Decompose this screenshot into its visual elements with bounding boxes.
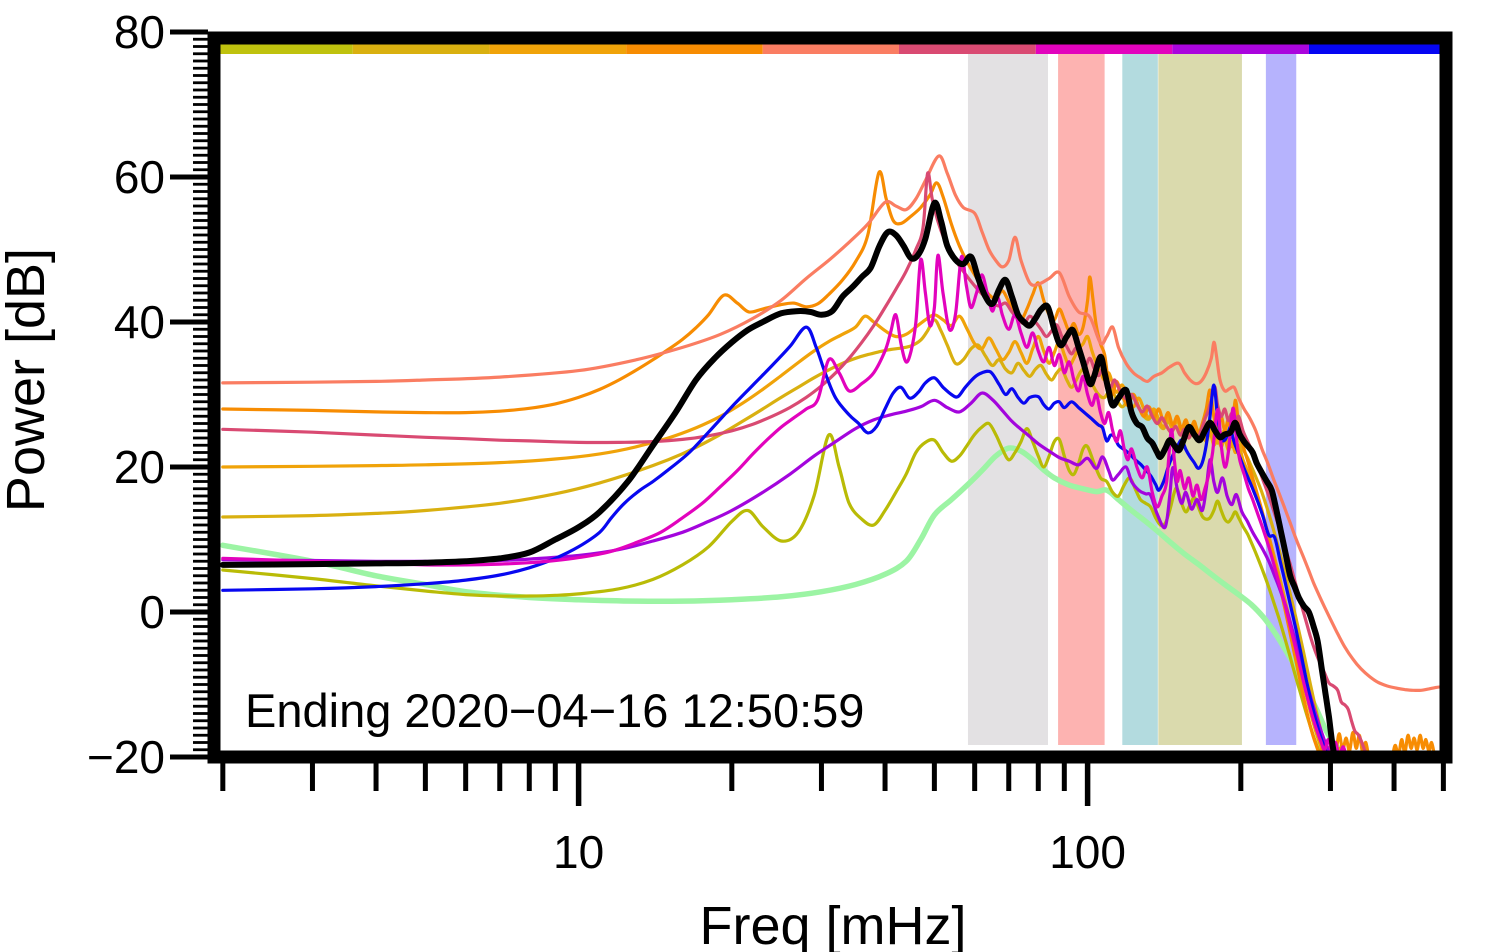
curve-magenta [221, 253, 1349, 757]
y-axis-title: Power [dB] [0, 248, 56, 512]
y-tick-label: 60 [114, 151, 165, 203]
colorbar-segment-2 [352, 44, 490, 54]
colorbar-segment-1 [216, 44, 353, 54]
x-tick-label: 10 [553, 826, 604, 878]
plot-render-root: 80 60 40 20 0 −20 10 100 [87, 6, 1453, 878]
plot-frame [207, 31, 1453, 764]
colorbar-segment-7 [1035, 44, 1173, 54]
colorbar-segment-6 [898, 44, 1036, 54]
y-tick-label: 20 [114, 441, 165, 493]
x-tick-label: 100 [1049, 826, 1126, 878]
x-axis-ticks: 10 100 [220, 763, 1446, 878]
annotation-ending-time: Ending 2020−04−16 12:50:59 [245, 684, 864, 737]
x-axis-title: Freq [mHz] [699, 896, 966, 952]
y-tick-label: 40 [114, 296, 165, 348]
band-olive [1158, 54, 1242, 745]
y-tick-label: 0 [139, 586, 165, 638]
curve-green [220, 445, 1355, 757]
spectra-curves [219, 154, 1444, 757]
band-gray [967, 54, 1049, 745]
colorbar-segment-9 [1308, 44, 1446, 54]
y-tick-label: −20 [87, 731, 165, 783]
curve-purple [221, 391, 1334, 757]
colorbar-segment-4 [626, 44, 763, 54]
colorbar-segment-3 [489, 44, 627, 54]
y-tick-label: 80 [114, 6, 165, 58]
colorbar-segment-8 [1172, 44, 1309, 54]
colorbar-segment-5 [762, 44, 899, 54]
curve-black [219, 199, 1338, 757]
top-colorbar [216, 44, 1446, 54]
y-axis-ticks: 80 60 40 20 0 −20 [87, 6, 208, 783]
curve-salmon [221, 154, 1444, 693]
